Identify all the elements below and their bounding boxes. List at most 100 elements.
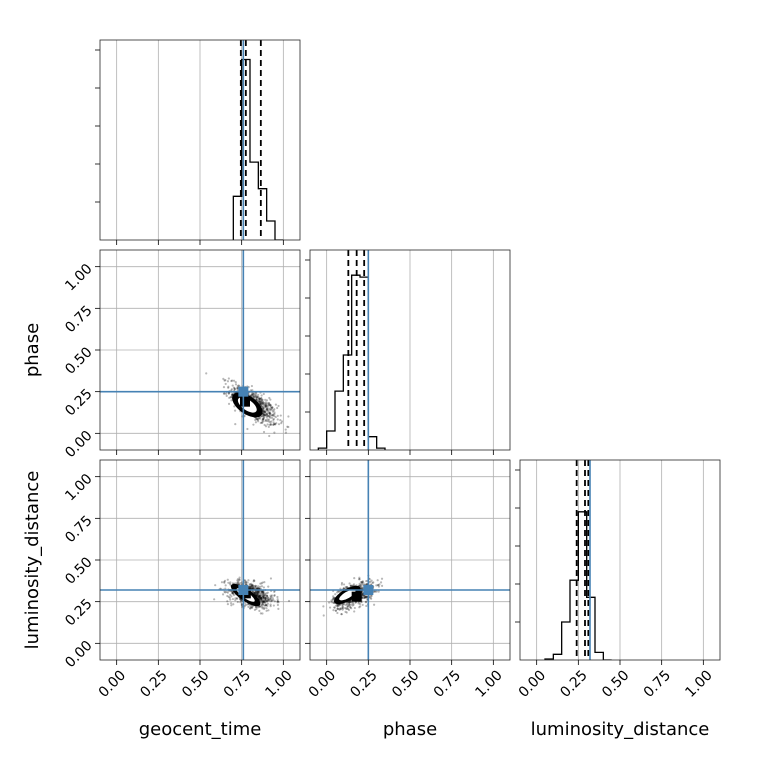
scatter-point xyxy=(256,593,259,596)
scatter-point xyxy=(274,423,277,426)
scatter-point xyxy=(364,595,367,599)
scatter-point xyxy=(265,399,269,402)
scatter-point xyxy=(272,423,275,427)
scatter-point xyxy=(260,605,263,608)
scatter-point xyxy=(254,396,257,399)
scatter-point xyxy=(264,403,267,406)
scatter-point xyxy=(345,603,349,606)
scatter-point xyxy=(237,384,240,387)
scatter-point xyxy=(236,578,239,581)
scatter-point xyxy=(346,606,349,609)
scatter-point xyxy=(224,587,227,590)
scatter-point xyxy=(348,601,351,604)
panel-1-0: 0.00 0.25 0.50 0.75 1.00 xyxy=(62,249,301,461)
scatter-point xyxy=(259,421,262,425)
scatter-point xyxy=(254,394,257,397)
scatter-point xyxy=(372,581,375,584)
scatter-point xyxy=(365,583,368,586)
scatter-point xyxy=(231,591,234,594)
scatter-point xyxy=(265,594,269,598)
scatter-point xyxy=(273,600,276,603)
scatter-point xyxy=(234,383,238,386)
panel-2-2: 0.00 0.25 0.50 0.75 1.00 xyxy=(515,459,721,701)
scatter-point xyxy=(261,581,264,584)
scatter-point xyxy=(263,414,266,417)
scatter-point xyxy=(380,584,384,588)
x-tick-label: 0.25 xyxy=(347,667,380,700)
scatter-point xyxy=(253,592,257,595)
scatter-point xyxy=(276,600,279,603)
scatter-point xyxy=(249,604,252,607)
scatter-point xyxy=(371,581,374,585)
scatter-point xyxy=(231,591,234,594)
scatter-point xyxy=(263,594,266,597)
scatter-point xyxy=(370,594,373,598)
scatter-point xyxy=(339,603,342,606)
scatter-point xyxy=(256,591,259,594)
scatter-point xyxy=(264,404,267,407)
scatter-point xyxy=(250,584,253,587)
scatter-point xyxy=(263,600,266,603)
scatter-point xyxy=(358,577,361,581)
scatter-point xyxy=(261,592,265,596)
scatter-point xyxy=(266,423,269,426)
histogram-phase xyxy=(317,274,386,450)
scatter-point xyxy=(236,387,239,390)
scatter-point xyxy=(267,411,270,414)
scatter-point xyxy=(255,591,258,594)
scatter-point xyxy=(365,595,368,598)
scatter-point xyxy=(251,584,254,587)
scatter-point xyxy=(279,418,282,422)
scatter-point xyxy=(360,586,364,589)
scatter-point xyxy=(262,600,265,603)
scatter-point xyxy=(238,576,241,579)
scatter-point xyxy=(262,594,265,597)
scatter-point xyxy=(236,385,239,388)
scatter-point xyxy=(255,418,258,421)
scatter-point xyxy=(264,599,268,602)
plot-area xyxy=(544,460,612,660)
scatter-point xyxy=(259,400,262,404)
scatter-point xyxy=(260,421,263,424)
scatter-point xyxy=(369,596,372,599)
scatter-point xyxy=(262,586,266,589)
scatter-point xyxy=(262,595,265,598)
scatter-point xyxy=(263,600,266,603)
scatter-point xyxy=(262,416,266,419)
scatter-point xyxy=(221,593,225,596)
y-tick-label: 0.50 xyxy=(62,344,95,377)
scatter-point xyxy=(349,584,353,587)
scatter-point xyxy=(255,392,258,395)
scatter-point xyxy=(262,409,265,413)
scatter-point xyxy=(375,590,378,593)
scatter-point xyxy=(265,408,268,411)
scatter-point xyxy=(279,414,282,417)
scatter-point xyxy=(369,580,372,583)
scatter-point xyxy=(274,415,277,419)
scatter-point xyxy=(269,405,272,409)
scatter-point xyxy=(261,601,264,604)
scatter-point xyxy=(336,604,340,607)
scatter-point xyxy=(271,597,274,600)
scatter-point xyxy=(248,586,251,589)
scatter-point xyxy=(252,423,255,426)
scatter-point xyxy=(259,417,262,420)
grid xyxy=(100,460,300,660)
scatter-point xyxy=(258,594,261,598)
scatter-point xyxy=(231,592,234,595)
scatter-point xyxy=(272,604,275,607)
scatter-point xyxy=(257,595,260,598)
scatter-point xyxy=(349,584,352,587)
scatter-point xyxy=(257,396,260,399)
scatter-point xyxy=(276,603,279,607)
x-tick-label: 1.00 xyxy=(262,667,295,700)
scatter-point xyxy=(260,597,263,600)
scatter-point xyxy=(255,417,258,421)
scatter-point xyxy=(246,603,249,606)
scatter-point xyxy=(229,581,232,584)
scatter-point xyxy=(276,406,279,410)
scatter-point xyxy=(269,600,273,603)
scatter-point xyxy=(265,413,268,416)
scatter-point xyxy=(258,605,261,608)
peak-marker xyxy=(240,396,250,407)
